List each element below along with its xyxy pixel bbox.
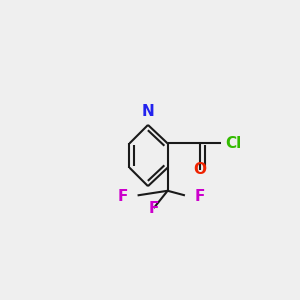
Text: F: F bbox=[195, 189, 205, 204]
Text: F: F bbox=[118, 189, 128, 204]
Text: O: O bbox=[194, 162, 206, 177]
Text: N: N bbox=[142, 104, 154, 119]
Text: Cl: Cl bbox=[225, 136, 242, 151]
Text: F: F bbox=[148, 201, 159, 216]
